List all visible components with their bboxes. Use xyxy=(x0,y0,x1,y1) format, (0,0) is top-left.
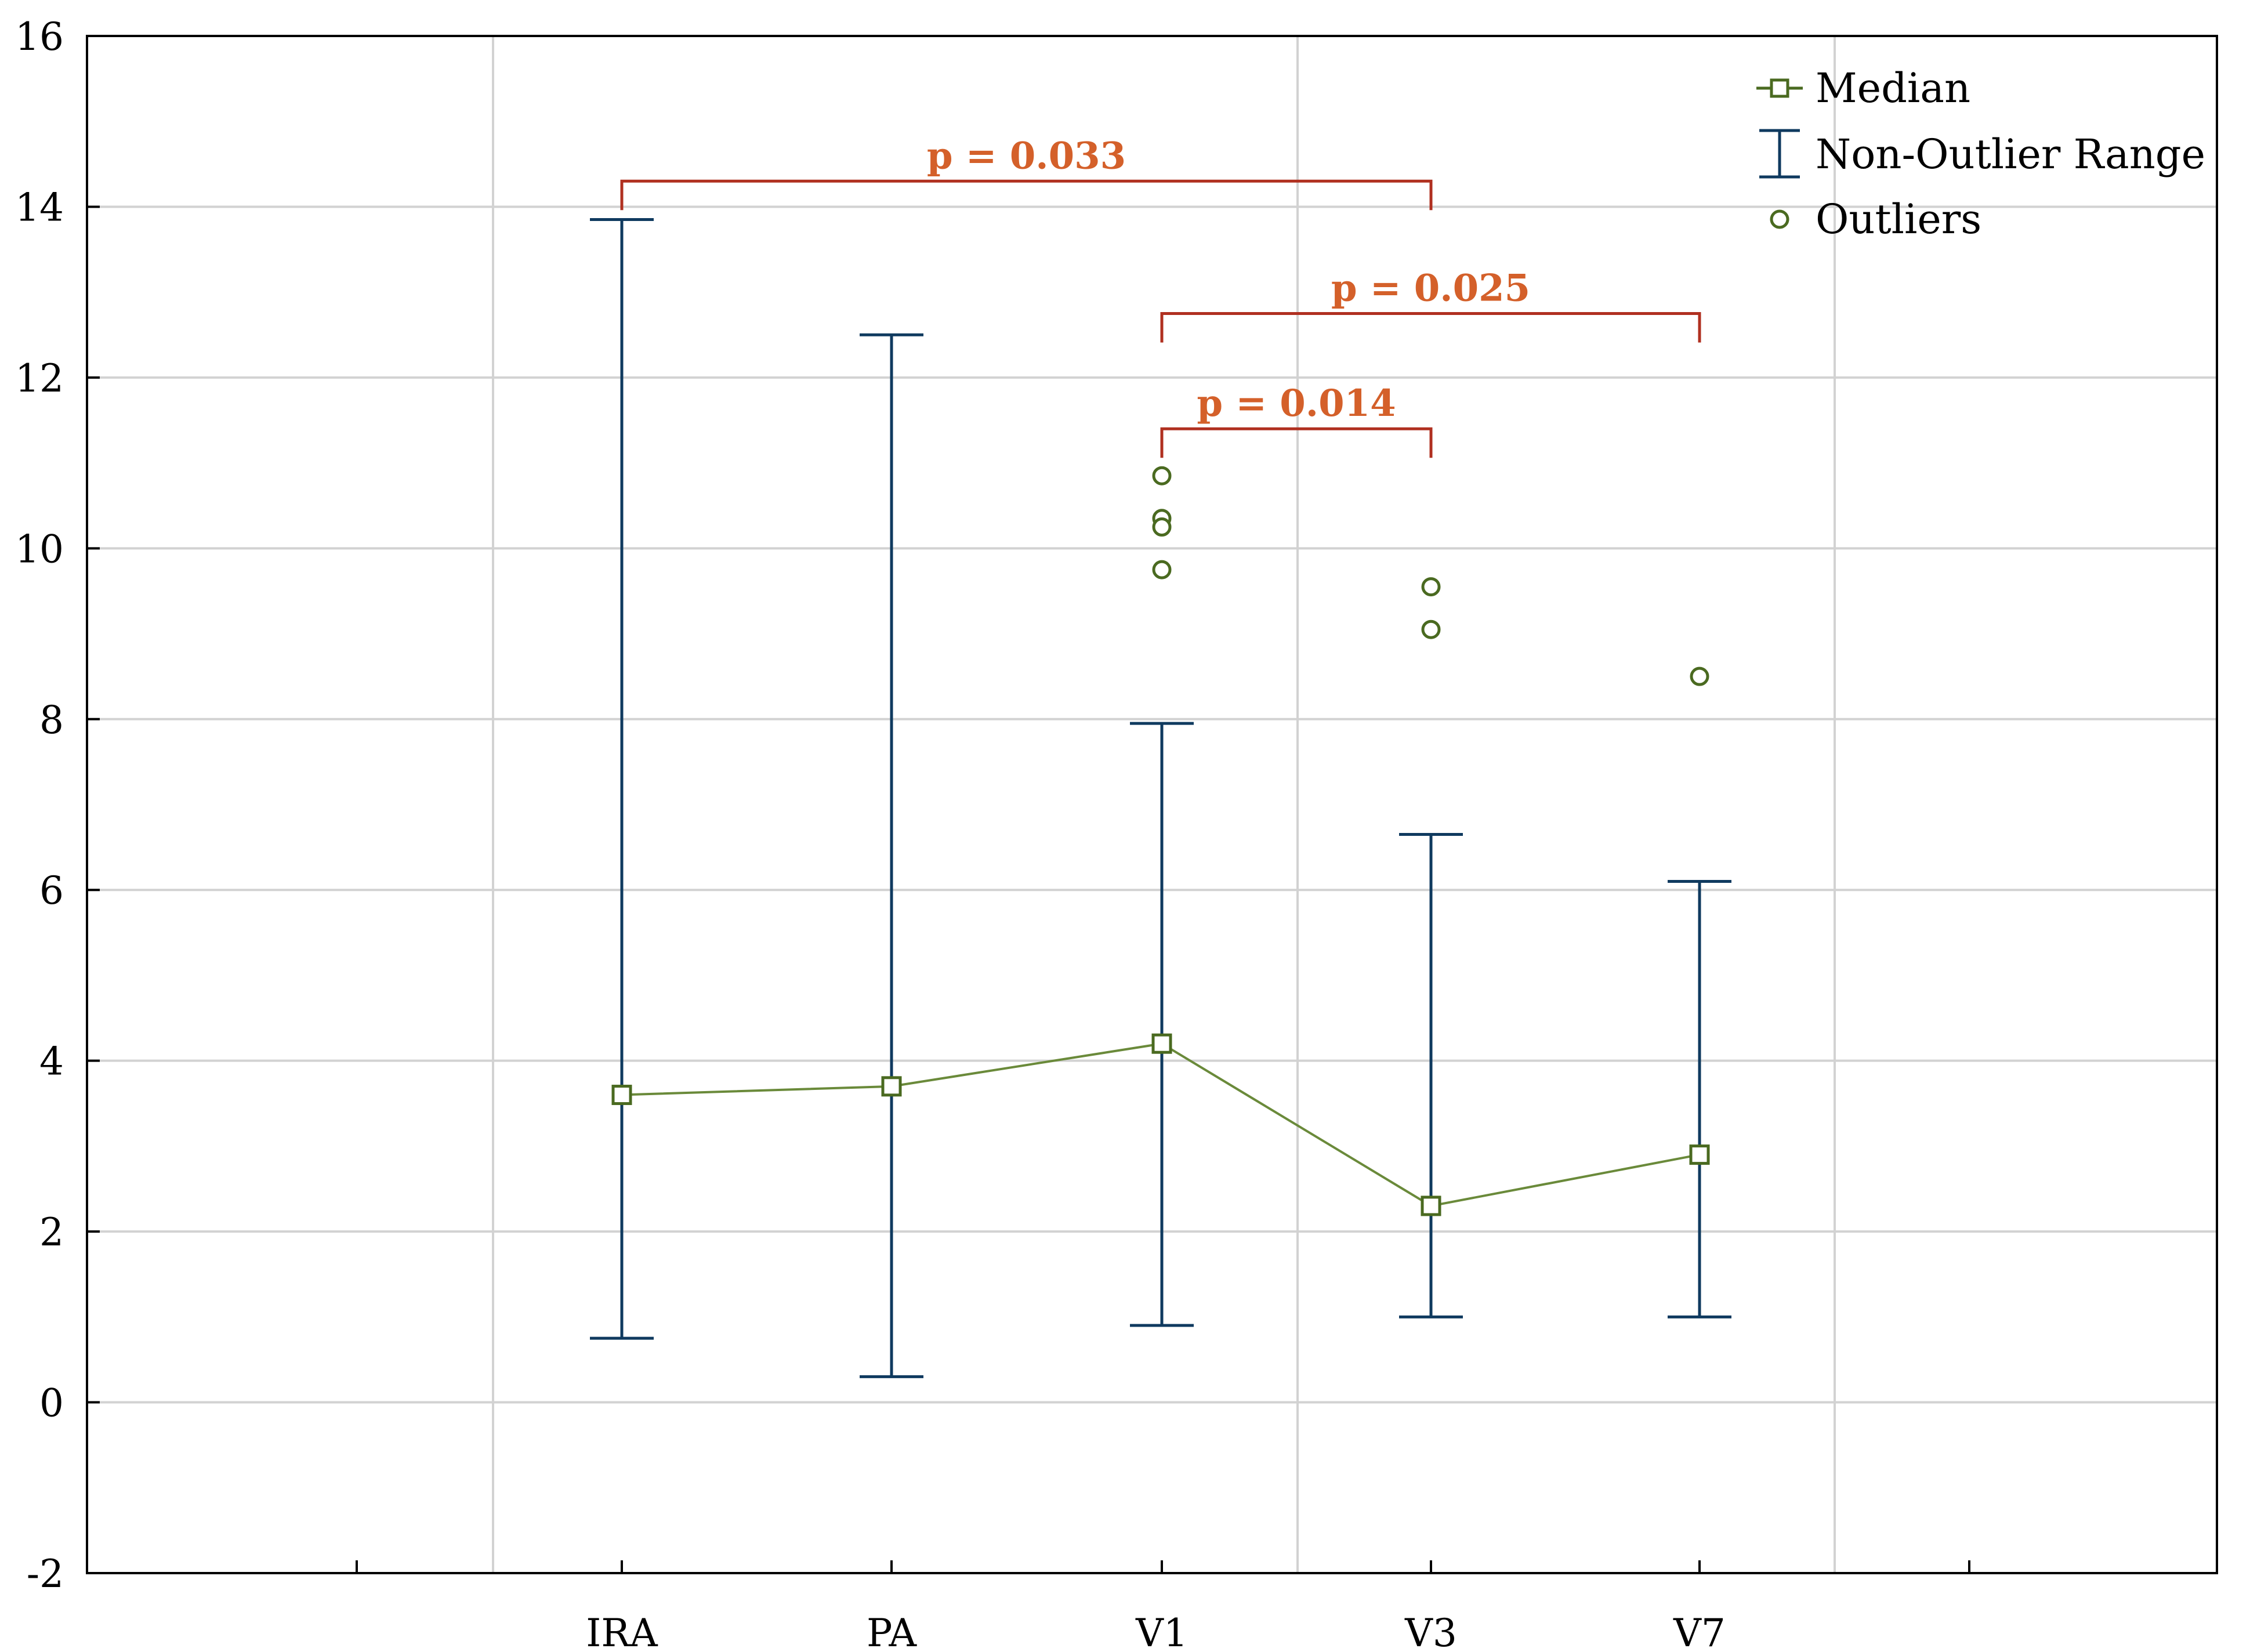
y-tick-label-9: 16 xyxy=(15,15,64,59)
outlier-point-3 xyxy=(1152,560,1172,579)
legend-label-range: Non-Outlier Range xyxy=(1816,131,2205,178)
outlier-point-2 xyxy=(1152,517,1172,537)
legend-median-marker xyxy=(1770,78,1789,98)
y-tick-label-3: 4 xyxy=(39,1039,64,1084)
outlier-point-6 xyxy=(1690,666,1709,686)
significance-bracket-0 xyxy=(620,179,1433,211)
y-tick-label-4: 6 xyxy=(39,868,64,913)
significance-label-2: p = 0.014 xyxy=(1197,382,1396,425)
significance-label-0: p = 0.033 xyxy=(927,134,1126,177)
y-tick-label-0: -2 xyxy=(27,1552,64,1596)
median-layer xyxy=(611,1033,1710,1216)
axis-layer: -2 0 2 4 6 8 10 12 14 16 IRA PA V1 V3 V7 xyxy=(15,15,2218,1652)
y-tick-label-1: 0 xyxy=(39,1381,64,1426)
median-point-v1 xyxy=(1151,1033,1172,1054)
significance-label-1: p = 0.025 xyxy=(1331,266,1530,310)
x-tick-label-v1: V1 xyxy=(1135,1611,1188,1652)
y-tick-label-2: 2 xyxy=(39,1210,64,1255)
median-point-v7 xyxy=(1689,1144,1710,1165)
plot-frame xyxy=(86,35,2218,1574)
legend-label-outliers: Outliers xyxy=(1816,195,1981,243)
significance-bracket-2 xyxy=(1160,427,1433,458)
outlier-point-4 xyxy=(1421,577,1441,597)
annotation-layer: p = 0.033 p = 0.025 p = 0.014 xyxy=(620,134,1701,458)
y-tick-label-8: 14 xyxy=(15,185,64,230)
median-point-pa xyxy=(881,1076,902,1097)
y-tick-label-5: 8 xyxy=(39,698,64,742)
significance-bracket-1 xyxy=(1160,311,1701,343)
legend-label-median: Median xyxy=(1816,64,1970,112)
x-tick-label-v7: V7 xyxy=(1673,1611,1726,1652)
x-tick-label-v3: V3 xyxy=(1404,1611,1457,1652)
median-point-ira xyxy=(611,1085,632,1106)
grid-layer xyxy=(87,36,2217,1573)
y-tick-label-7: 12 xyxy=(15,356,64,401)
median-point-v3 xyxy=(1421,1195,1441,1216)
x-tick-label-ira: IRA xyxy=(586,1611,658,1652)
outlier-point-5 xyxy=(1421,620,1441,639)
range-layer xyxy=(590,218,1731,1378)
outlier-point-0 xyxy=(1152,466,1172,486)
legend-outlier-marker xyxy=(1770,209,1789,229)
x-tick-label-pa: PA xyxy=(867,1611,917,1652)
y-tick-label-6: 10 xyxy=(15,527,64,571)
outlier-layer xyxy=(1152,466,1709,686)
legend: Median Non-Outlier Range Outliers xyxy=(1756,64,2205,243)
